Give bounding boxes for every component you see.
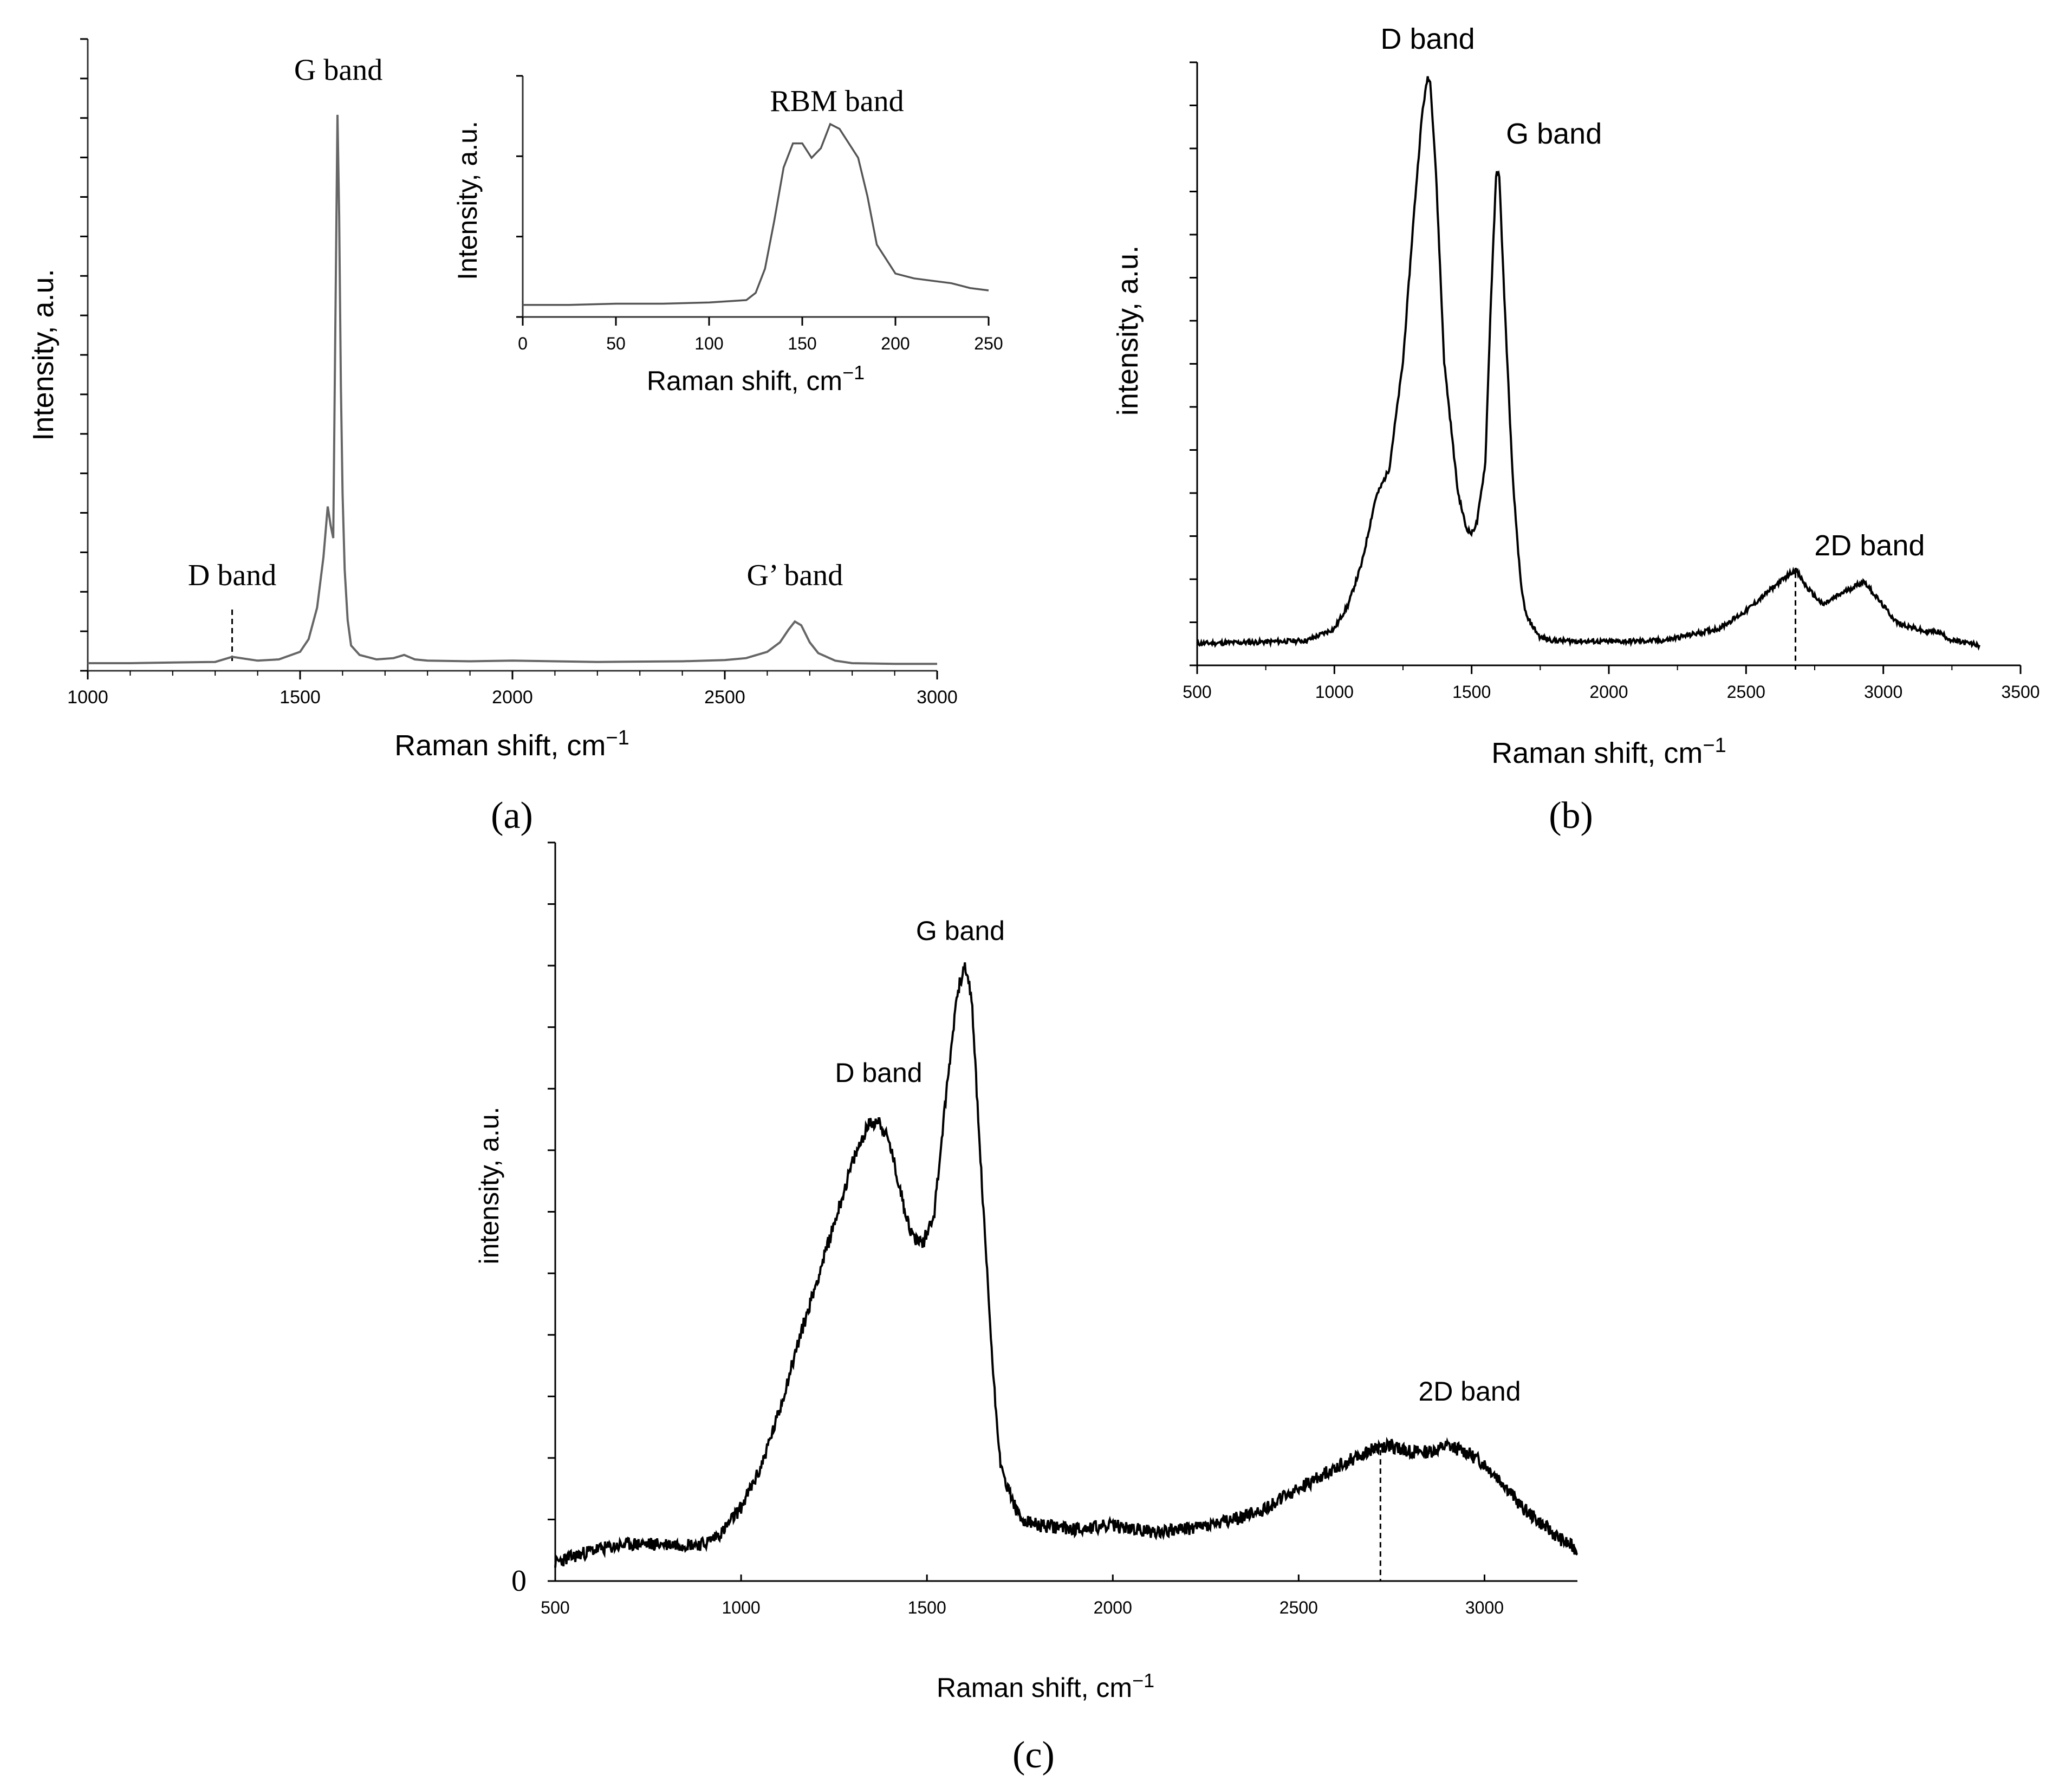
panel-c-x-label: Raman shift, cm−1 [937, 1669, 1154, 1703]
panel-b-x-tick-label: 2500 [1727, 682, 1765, 702]
panel-a-label: (a) [491, 795, 533, 837]
panel-a-annotation: G’ band [746, 559, 843, 592]
panel-b-y-label: intensity, a.u. [1112, 245, 1144, 416]
inset-x-tick-label: 100 [694, 334, 723, 353]
inset-x-label: Raman shift, cm−1 [647, 361, 865, 396]
panel-b-annotation: G band [1506, 118, 1602, 150]
panel-b-spectrum-line [1196, 76, 1980, 651]
panel-b-annotation: D band [1381, 23, 1475, 55]
panel-b-x-tick-label: 1500 [1452, 682, 1491, 702]
panel-c-x-tick-label: 500 [541, 1598, 569, 1617]
inset-x-tick-label: 0 [518, 334, 528, 353]
panel-a-spectrum-line [88, 114, 937, 665]
panel-c-annotation: G band [916, 916, 1005, 946]
inset-x-tick-label: 200 [881, 334, 910, 353]
panel-a-annotation: G band [294, 53, 382, 87]
panel-a-axes: 1000 1500 2000 2500 3000 [67, 38, 958, 708]
panel-b-axes: 500 1000 1500 2000 2500 3000 3500 [1183, 61, 2040, 702]
panel-c-annotation: D band [835, 1058, 922, 1088]
panel-a-y-label: Intensity, a.u. [27, 269, 60, 440]
panel-c-y-zero: 0 [511, 1564, 527, 1598]
inset-title: RBM band [770, 85, 904, 118]
panel-a-x-tick-label: 2500 [704, 687, 745, 708]
panel-a-x-tick-label: 1000 [67, 687, 108, 708]
panel-c: 500 1000 1500 2000 2500 3000 D band G band 2D b… [474, 841, 1579, 1776]
panel-b-x-label: Raman shift, cm−1 [1491, 734, 1726, 769]
panel-c-label: (c) [1012, 1734, 1055, 1776]
panel-a-x-tick-label: 2000 [492, 687, 533, 708]
inset-x-tick-label: 50 [606, 334, 626, 353]
panel-a-annotation: D band [188, 559, 276, 592]
inset-x-tick-label: 250 [974, 334, 1003, 353]
panel-a-x-tick-label: 3000 [917, 687, 958, 708]
panel-b-x-tick-label: 1000 [1315, 682, 1354, 702]
panel-c-x-tick-label: 2500 [1279, 1598, 1318, 1617]
panel-a-x-label: Raman shift, cm−1 [394, 727, 629, 762]
panel-a-inset: 0 50 100 150 200 250 RBM band Intensity, a.u.… [452, 75, 1003, 396]
panel-c-x-tick-label: 3000 [1465, 1598, 1504, 1617]
panel-b-x-tick-label: 3000 [1864, 682, 1902, 702]
panel-c-y-label: intensity, a.u. [474, 1107, 504, 1265]
panel-b-x-tick-label: 500 [1183, 682, 1211, 702]
panel-b-x-tick-label: 2000 [1589, 682, 1628, 702]
panel-c-annotation: 2D band [1418, 1376, 1521, 1407]
panel-b-annotation: 2D band [1814, 529, 1925, 562]
panel-b-label: (b) [1549, 795, 1593, 837]
inset-x-tick-label: 150 [788, 334, 816, 353]
panel-a-x-tick-label: 1500 [280, 687, 321, 708]
panel-c-x-tick-label: 2000 [1094, 1598, 1132, 1617]
panel-c-spectrum-line [554, 962, 1579, 1568]
panel-b: 500 1000 1500 2000 2500 3000 3500 D band G band… [1112, 23, 2040, 837]
inset-spectrum-line [523, 122, 989, 306]
panel-b-x-tick-label: 3500 [2001, 682, 2039, 702]
panel-c-x-tick-label: 1000 [722, 1598, 760, 1617]
panel-c-x-tick-label: 1500 [908, 1598, 946, 1617]
panel-c-axes: 500 1000 1500 2000 2500 3000 [541, 841, 1577, 1617]
inset-y-label: Intensity, a.u. [452, 121, 483, 280]
